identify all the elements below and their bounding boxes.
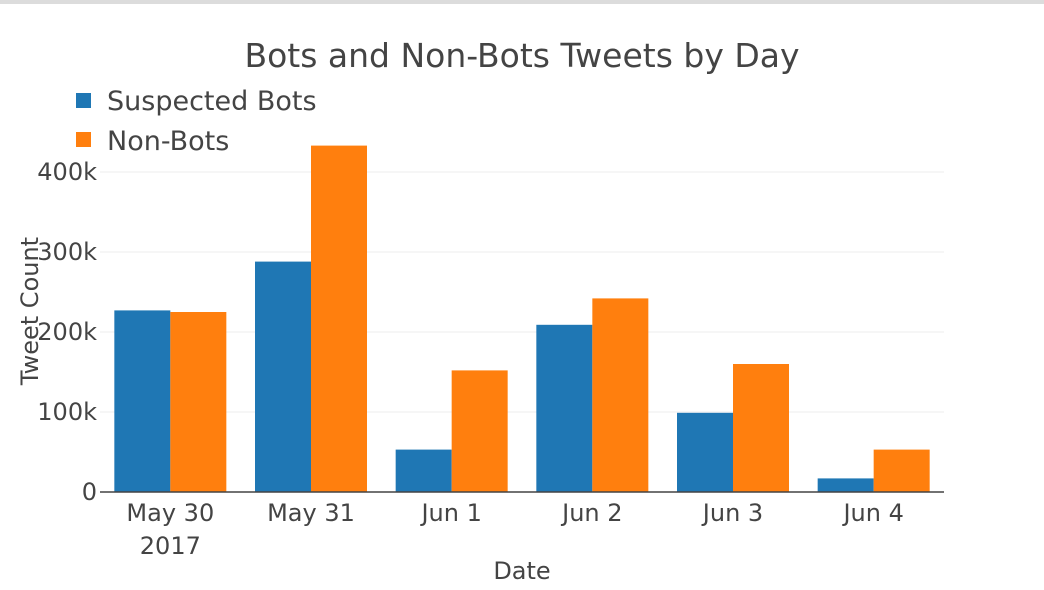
y-tick-label: 300k: [37, 238, 97, 266]
chart-title: Bots and Non-Bots Tweets by Day: [244, 36, 799, 75]
bar-suspected-bots-jun-2[interactable]: [536, 324, 593, 492]
x-tick-sublabel: 2017: [140, 532, 201, 560]
bars: [114, 145, 930, 492]
y-tick-label: 100k: [37, 398, 97, 426]
bar-non-bots-jun-3[interactable]: [733, 364, 789, 492]
legend-swatch-suspected-bots: [76, 93, 91, 108]
bar-suspected-bots-may-30[interactable]: [114, 310, 171, 492]
bar-non-bots-may-30[interactable]: [170, 312, 227, 492]
legend-item-suspected-bots[interactable]: Suspected Bots: [76, 86, 317, 117]
gridlines: [100, 171, 944, 413]
y-tick-label: 400k: [37, 158, 97, 186]
x-tick-label: Jun 4: [841, 499, 903, 527]
legend-label-non-bots: Non-Bots: [107, 126, 229, 157]
x-tick-label: May 31: [267, 499, 355, 527]
bar-suspected-bots-jun-3[interactable]: [677, 412, 733, 492]
x-tick-label: Jun 1: [419, 499, 481, 527]
bar-suspected-bots-jun-1[interactable]: [395, 449, 452, 492]
legend-item-non-bots[interactable]: Non-Bots: [76, 126, 229, 157]
y-axis-ticks: 0 100k 200k 300k 400k: [37, 158, 97, 506]
legend: Suspected Bots Non-Bots: [76, 86, 317, 157]
y-tick-label: 200k: [37, 318, 97, 346]
x-axis-title: Date: [493, 557, 550, 585]
bar-suspected-bots-may-31[interactable]: [255, 261, 311, 492]
bar-non-bots-jun-1[interactable]: [451, 370, 508, 492]
legend-swatch-non-bots: [76, 132, 91, 147]
window-top-border: [0, 0, 1044, 4]
y-tick-label: 0: [82, 478, 97, 506]
x-tick-label: Jun 3: [701, 499, 763, 527]
bar-non-bots-jun-2[interactable]: [592, 298, 649, 492]
legend-label-suspected-bots: Suspected Bots: [107, 86, 317, 117]
x-axis-ticks: May 30 2017 May 31 Jun 1 Jun 2 Jun 3 Jun 4: [126, 499, 903, 560]
bar-suspected-bots-jun-4[interactable]: [817, 478, 874, 492]
x-tick-label: Jun 2: [560, 499, 622, 527]
bar-non-bots-jun-4[interactable]: [873, 449, 930, 492]
bar-non-bots-may-31[interactable]: [311, 145, 367, 492]
x-tick-label: May 30: [126, 499, 214, 527]
y-axis-title: Tweet Count: [16, 237, 44, 386]
